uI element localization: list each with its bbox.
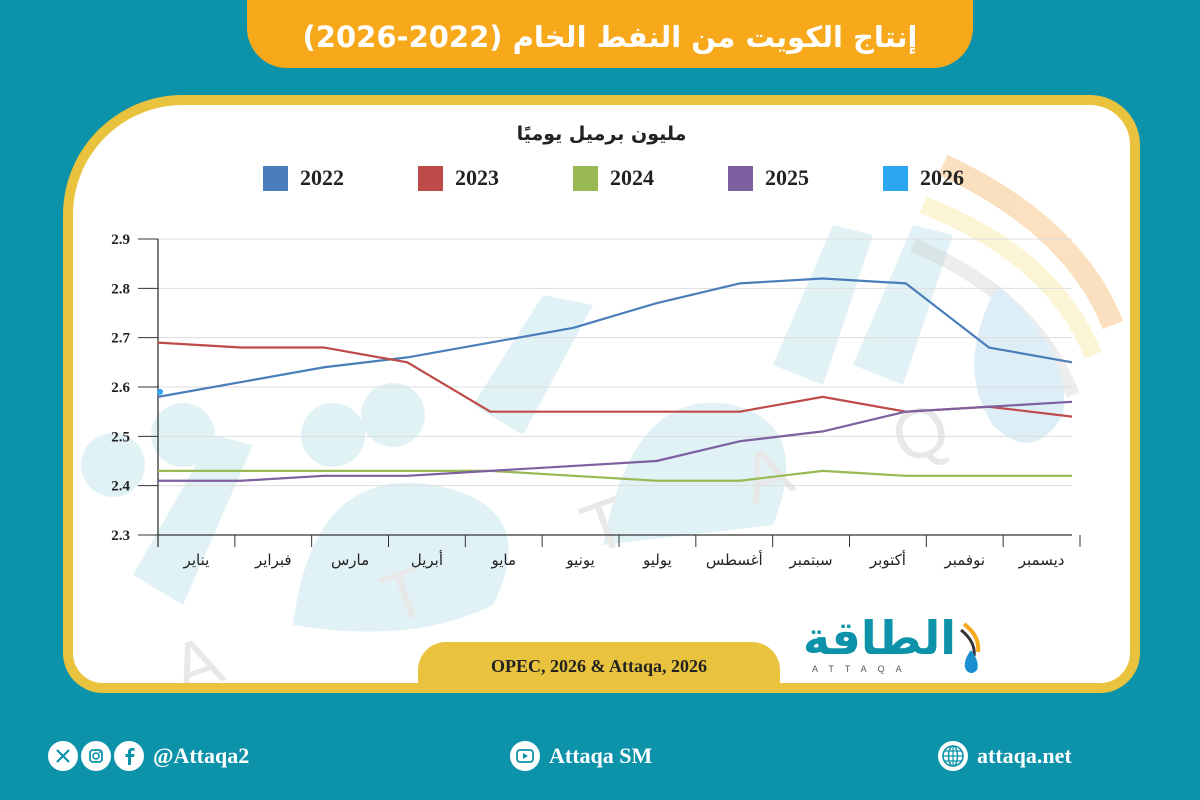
social-handle[interactable]: @Attaqa2 [153, 743, 250, 768]
series-line-2024 [158, 469, 1072, 482]
x-tick-label: أكتوبر [869, 550, 906, 569]
legend-swatch [728, 165, 753, 191]
youtube-link[interactable]: Attaqa SM [510, 733, 652, 779]
y-tick-label: 2.5 [111, 429, 130, 445]
social-links: @Attaqa2 [48, 733, 249, 779]
legend-item-2025: 2025 [728, 165, 883, 191]
y-tick-label: 2.6 [111, 380, 130, 396]
legend-label: 2023 [455, 165, 499, 190]
chart-title: إنتاج الكويت من النفط الخام (2022-2026) [302, 20, 918, 54]
x-tick-label: فبراير [254, 551, 292, 569]
instagram-icon[interactable] [81, 741, 111, 771]
x-tick-label: يوليو [642, 551, 672, 569]
website-link[interactable]: attaqa.net [938, 733, 1072, 779]
series-line-2022 [157, 277, 1073, 398]
x-tick-label: مارس [331, 551, 369, 569]
legend-label: 2026 [920, 165, 964, 190]
logo-english-text: ATTAQA [812, 664, 913, 674]
x-tick-label: نوفمبر [943, 551, 985, 569]
attaqa-logo: الطاقة ATTAQA [802, 611, 986, 688]
y-axis-unit-label: مليون برميل يوميًا [516, 123, 687, 145]
legend-swatch [883, 165, 908, 191]
youtube-icon [510, 741, 540, 771]
legend-item-2023: 2023 [418, 165, 573, 191]
legend-swatch [418, 165, 443, 191]
series-line-2025 [158, 400, 1073, 482]
x-tick-label: يونيو [565, 551, 594, 569]
x-tick-label: أغسطس [706, 550, 763, 569]
y-tick-label: 2.9 [111, 232, 130, 248]
x-tick-label: مايو [490, 551, 516, 569]
oil-drop-icon [960, 622, 981, 673]
legend-item-2026: 2026 [883, 165, 1038, 191]
x-tick-label: أبريل [411, 550, 443, 569]
source-text: OPEC, 2026 & Attaqa, 2026 [491, 655, 707, 676]
y-tick-label: 2.4 [111, 479, 130, 495]
y-tick-label: 2.3 [111, 528, 130, 544]
source-tab: OPEC, 2026 & Attaqa, 2026 [418, 642, 780, 683]
legend-item-2022: 2022 [263, 165, 418, 191]
logo-arabic-text: الطاقة [802, 611, 956, 665]
x-twitter-icon[interactable] [48, 741, 78, 771]
series-line-2023 [157, 341, 1073, 418]
x-tick-label: سبتمبر [789, 551, 833, 569]
chart-card: A T T A Q مليون برميل يوميًا 2022 2023 2… [63, 95, 1140, 693]
footer: @Attaqa2 Attaqa SM attaqa.net [0, 733, 1200, 779]
globe-icon [938, 741, 968, 771]
facebook-icon[interactable] [114, 741, 144, 771]
youtube-channel[interactable]: Attaqa SM [549, 743, 653, 768]
chart-legend: 2022 2023 2024 2025 2026 [263, 165, 1038, 191]
x-tick-label: يناير [183, 551, 210, 569]
website-url[interactable]: attaqa.net [977, 743, 1072, 768]
line-chart-plot: 2.9 2.8 2.7 2.6 2.5 2.4 2.3 يناير فبراير مارس أبري… [111, 232, 1081, 569]
title-banner: إنتاج الكويت من النفط الخام (2022-2026) [247, 0, 973, 68]
legend-swatch [263, 165, 288, 191]
legend-label: 2025 [765, 165, 809, 190]
series-point-2026 [157, 388, 163, 395]
y-tick-label: 2.8 [111, 281, 130, 297]
legend-label: 2024 [610, 165, 654, 190]
legend-item-2024: 2024 [573, 165, 728, 191]
x-tick-label: ديسمبر [1018, 551, 1065, 569]
y-tick-label: 2.7 [111, 331, 130, 347]
legend-swatch [573, 165, 598, 191]
legend-label: 2022 [300, 165, 344, 190]
